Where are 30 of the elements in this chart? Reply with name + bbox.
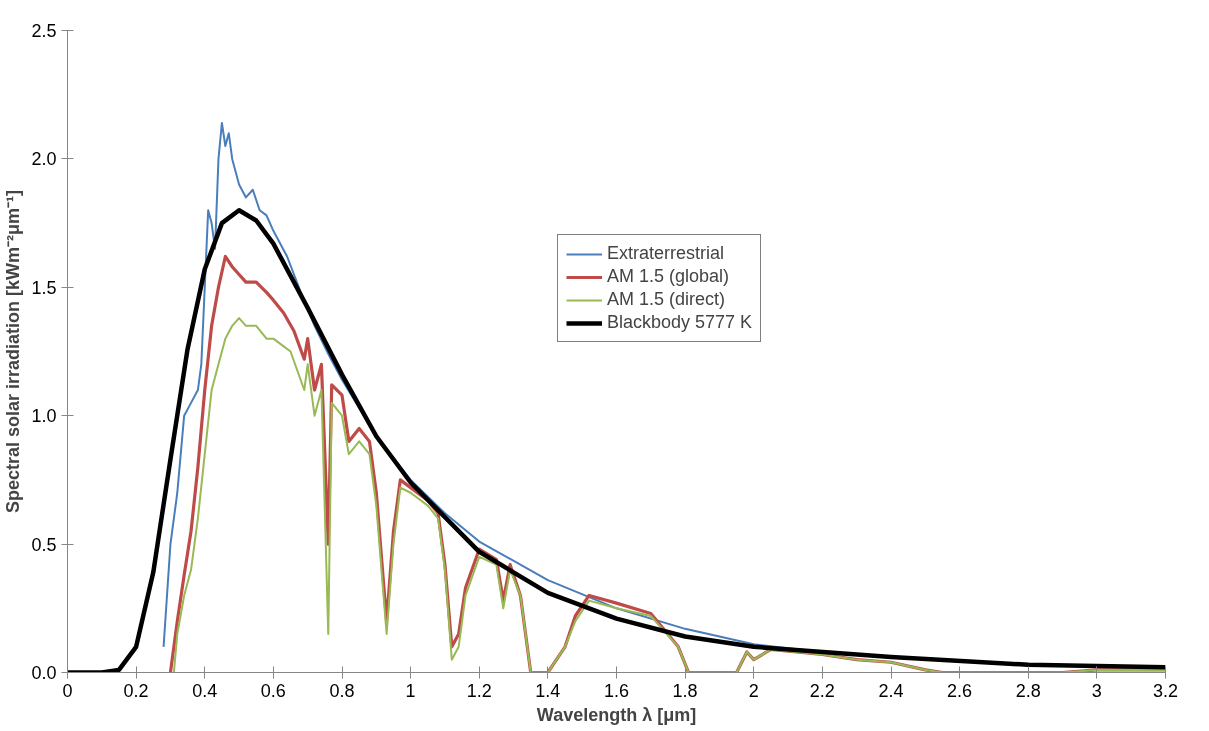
y-tick-label: 2.0 xyxy=(31,149,57,170)
x-tick-label: 1.2 xyxy=(466,680,492,701)
x-tick-label: 0.6 xyxy=(260,680,286,701)
y-tick-label: 0.5 xyxy=(31,534,57,555)
x-axis-title: Wavelength λ [μm] xyxy=(536,704,697,725)
x-tick-label: 0.4 xyxy=(192,680,218,701)
x-tick-label: 1 xyxy=(405,680,416,701)
y-tick-label: 1.5 xyxy=(31,277,57,298)
y-tick-label: 2.5 xyxy=(31,21,57,41)
y-tick-label: 0.0 xyxy=(31,663,57,683)
x-tick-label: 2.6 xyxy=(947,680,973,701)
x-tick-label: 0.2 xyxy=(123,680,149,701)
x-tick-label: 2.2 xyxy=(809,680,835,701)
legend-label: AM 1.5 (global) xyxy=(607,266,730,287)
x-tick-label: 1.6 xyxy=(603,680,630,701)
x-tick-label: 2 xyxy=(748,680,759,701)
y-axis-title: Spectral solar irradiation [kWm⁻²μm⁻¹] xyxy=(3,189,24,514)
x-tick-label: 2.4 xyxy=(878,680,904,701)
legend-label: Blackbody 5777 K xyxy=(607,312,753,333)
x-tick-label: 2.8 xyxy=(1015,680,1041,701)
x-tick-label: 3 xyxy=(1091,680,1102,701)
line-series xyxy=(172,317,1166,673)
x-tick-label: 1.8 xyxy=(672,680,698,701)
y-tick-label: 1.0 xyxy=(31,406,57,427)
legend-label: Extraterrestrial xyxy=(607,243,725,264)
x-tick-label: 0 xyxy=(62,680,73,701)
legend-label: AM 1.5 (direct) xyxy=(607,289,726,310)
x-tick-label: 0.8 xyxy=(329,680,355,701)
x-tick-label: 1.4 xyxy=(535,680,561,701)
x-tick-label: 3.2 xyxy=(1152,680,1179,701)
